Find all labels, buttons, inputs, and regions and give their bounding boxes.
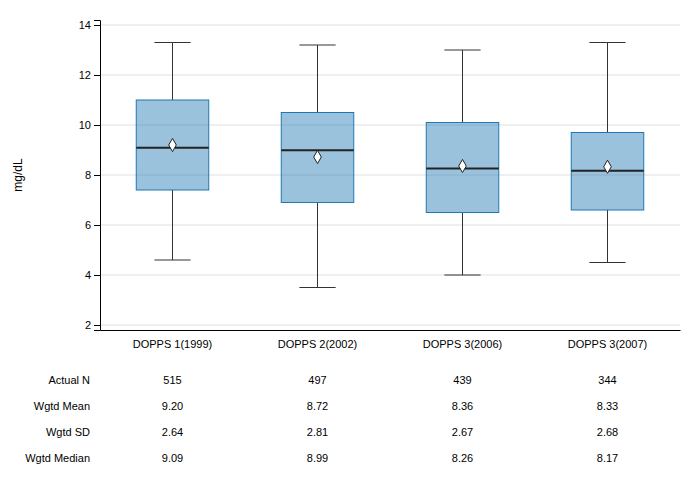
y-tick: 8 [85,169,100,181]
y-tick-mark [94,325,100,326]
whisker-high [317,45,318,113]
table-row-label: Wgtd SD [46,426,90,438]
plot: 2468101214DOPPS 1(1999)DOPPS 2(2002)DOPP… [79,19,681,350]
y-tick-label: 10 [79,119,91,131]
cap-low [299,287,335,288]
x-tick-label: DOPPS 3(2007) [568,338,647,350]
table-cell: 497 [308,374,326,386]
y-tick: 10 [79,119,100,131]
box [281,113,354,203]
box-group [281,45,354,288]
table-cell: 8.33 [597,400,618,412]
y-tick-label: 12 [79,69,91,81]
y-tick: 14 [79,19,100,31]
table-cell: 8.36 [452,400,473,412]
x-axis: DOPPS 1(1999) DOPPS 2(2002) DOPPS 3(2006) D… [101,331,681,350]
grid-line [100,325,680,326]
y-tick: 4 [85,269,100,281]
mean-marker [459,159,467,172]
table-cell: 8.99 [307,452,328,464]
x-tick: DOPPS 1(1999) [133,338,212,350]
y-axis-line [94,21,101,331]
table-row-label: Wgtd Mean [34,400,90,412]
whisker-low [317,203,318,288]
table-cell: 8.72 [307,400,328,412]
y-tick-mark [94,25,100,26]
table-cell: 8.26 [452,452,473,464]
table-row-label: Actual N [48,374,90,386]
box [571,133,644,211]
cap-low [154,260,190,261]
box-group [136,43,209,261]
x-tick-label: DOPPS 1(1999) [133,338,212,350]
y-tick: 12 [79,69,100,81]
grid-line [100,275,680,276]
cap-low [444,275,480,276]
table-row-label: Wgtd Median [25,452,90,464]
y-axis: 2 4 6 8 10 12 14 [79,19,101,331]
x-tick-label: DOPPS 2(2002) [278,338,357,350]
grid-line [100,25,680,26]
x-tick-label: DOPPS 3(2006) [423,338,502,350]
table-cell: 9.20 [162,400,183,412]
y-tick-label: 4 [85,269,91,281]
mean-marker [604,160,612,173]
mean-marker [314,150,322,163]
whisker-low [607,210,608,263]
cap-high [154,42,190,43]
grid-line [100,75,680,76]
y-tick-mark [94,275,100,276]
table-cell: 2.67 [452,426,473,438]
y-tick-mark [94,125,100,126]
box-group [571,43,644,263]
y-tick-label: 8 [85,169,91,181]
y-tick-label: 6 [85,219,91,231]
cap-high [299,45,335,46]
box-group [426,50,499,275]
table-cell: 439 [453,374,471,386]
y-axis-title: mg/dL [11,158,25,192]
table-cell: 2.64 [162,426,183,438]
whisker-high [172,43,173,101]
cap-high [444,50,480,51]
x-axis-line [101,330,681,331]
table-cell: 515 [163,374,181,386]
table-cell: 9.09 [162,452,183,464]
whisker-high [462,50,463,123]
x-tick: DOPPS 3(2007) [568,338,647,350]
cap-low [589,262,625,263]
cap-high [589,42,625,43]
box [136,100,209,190]
whisker-low [462,213,463,276]
y-tick-mark [94,225,100,226]
y-tick: 2 [85,319,100,331]
y-tick-mark [94,75,100,76]
y-tick-label: 14 [79,19,91,31]
mean-marker [169,138,177,151]
table: Actual N 515 497 439 344 Wgtd Mean 9.20 8.72 8.3… [25,374,618,464]
grid [100,25,680,325]
table-cell: 2.81 [307,426,328,438]
table-cell: 8.17 [597,452,618,464]
chart: 2468101214DOPPS 1(1999)DOPPS 2(2002)DOPP… [0,0,700,500]
grid-line [100,225,680,226]
table-cell: 2.68 [597,426,618,438]
y-tick-label: 2 [85,319,91,331]
whisker-low [172,190,173,260]
table-cell: 344 [598,374,616,386]
whisker-high [607,43,608,133]
boxes [136,43,644,288]
y-tick-mark [94,175,100,176]
x-tick: DOPPS 2(2002) [278,338,357,350]
y-tick: 6 [85,219,100,231]
box [426,123,499,213]
x-tick: DOPPS 3(2006) [423,338,502,350]
